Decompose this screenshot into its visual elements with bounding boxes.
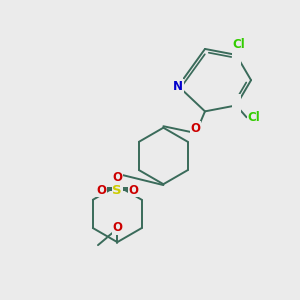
Text: Cl: Cl — [248, 111, 260, 124]
Text: O: O — [112, 221, 122, 234]
Text: Cl: Cl — [233, 38, 245, 51]
Text: O: O — [112, 171, 122, 184]
Text: O: O — [96, 184, 106, 196]
Text: N: N — [173, 80, 183, 93]
Text: O: O — [129, 184, 139, 196]
Text: O: O — [190, 122, 200, 135]
Text: S: S — [112, 184, 122, 196]
